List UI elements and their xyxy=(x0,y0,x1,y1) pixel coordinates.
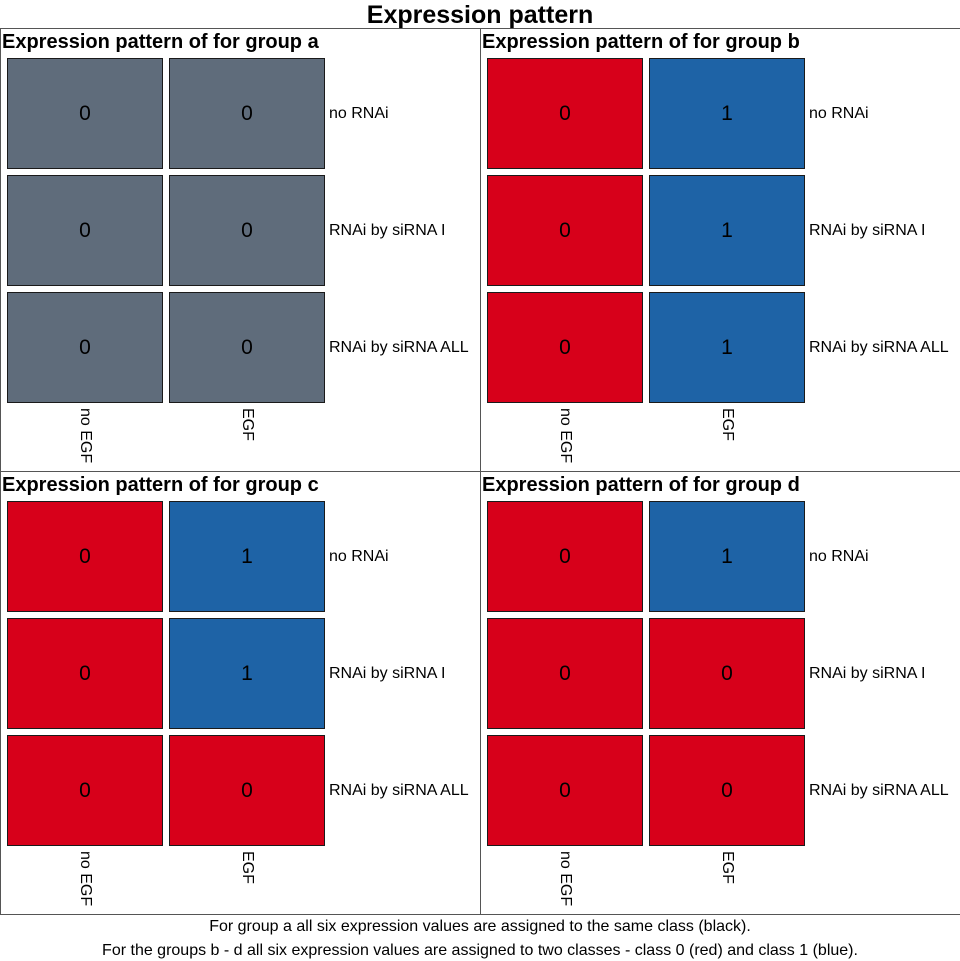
heatmap-cell: 1 xyxy=(649,175,805,286)
column-label: EGF xyxy=(719,851,736,884)
row-label: RNAi by siRNA I xyxy=(809,221,926,239)
heatmap-cell: 1 xyxy=(649,58,805,169)
heatmap-cell: 0 xyxy=(487,175,643,286)
row-label: RNAi by siRNA ALL xyxy=(329,781,469,799)
row-label: RNAi by siRNA I xyxy=(809,664,926,682)
panel-title: Expression pattern of for group c xyxy=(2,474,319,496)
panel-group-b: Expression pattern of for group b 0 1 no RN… xyxy=(480,28,960,472)
heatmap-cell: 0 xyxy=(487,618,643,729)
heatmap-cell: 1 xyxy=(169,501,325,612)
caption-line-2: For the groups b - d all six expression … xyxy=(102,942,858,959)
heatmap-cell: 0 xyxy=(487,501,643,612)
row-label: RNAi by siRNA I xyxy=(329,664,446,682)
heatmap-cell: 0 xyxy=(487,735,643,846)
heatmap-cell: 0 xyxy=(487,292,643,403)
column-label: no EGF xyxy=(77,851,94,907)
heatmap-cell: 1 xyxy=(649,501,805,612)
column-label: no EGF xyxy=(557,851,574,907)
row-label: RNAi by siRNA I xyxy=(329,221,446,239)
panel-title: Expression pattern of for group b xyxy=(482,31,800,53)
heatmap-cell: 0 xyxy=(649,735,805,846)
heatmap-cell: 1 xyxy=(649,292,805,403)
column-label: EGF xyxy=(239,851,256,884)
panel-title: Expression pattern of for group a xyxy=(2,31,319,53)
heatmap-cell: 0 xyxy=(7,175,163,286)
column-label: EGF xyxy=(239,408,256,441)
row-label: RNAi by siRNA ALL xyxy=(809,781,949,799)
panel-title: Expression pattern of for group d xyxy=(482,474,800,496)
column-label: EGF xyxy=(719,408,736,441)
heatmap-cell: 0 xyxy=(649,618,805,729)
chart-title: Expression pattern xyxy=(366,1,594,29)
row-label: RNAi by siRNA ALL xyxy=(809,338,949,356)
row-label: no RNAi xyxy=(809,547,869,565)
heatmap-cell: 0 xyxy=(7,292,163,403)
heatmap-cell: 1 xyxy=(169,618,325,729)
heatmap-cell: 0 xyxy=(169,735,325,846)
panel-group-a: Expression pattern of for group a 0 0 no RN… xyxy=(0,28,481,472)
heatmap-cell: 0 xyxy=(7,735,163,846)
heatmap-cell: 0 xyxy=(169,175,325,286)
row-label: no RNAi xyxy=(329,547,389,565)
row-label: no RNAi xyxy=(809,104,869,122)
heatmap-cell: 0 xyxy=(169,58,325,169)
row-label: RNAi by siRNA ALL xyxy=(329,338,469,356)
caption-line-1: For group a all six expression values ar… xyxy=(209,918,751,935)
row-label: no RNAi xyxy=(329,104,389,122)
heatmap-cell: 0 xyxy=(169,292,325,403)
panel-group-c: Expression pattern of for group c 0 1 no RN… xyxy=(0,471,481,915)
column-label: no EGF xyxy=(557,408,574,464)
panel-group-d: Expression pattern of for group d 0 1 no RN… xyxy=(480,471,960,915)
heatmap-cell: 0 xyxy=(7,618,163,729)
heatmap-cell: 0 xyxy=(7,58,163,169)
heatmap-cell: 0 xyxy=(487,58,643,169)
column-label: no EGF xyxy=(77,408,94,464)
heatmap-cell: 0 xyxy=(7,501,163,612)
